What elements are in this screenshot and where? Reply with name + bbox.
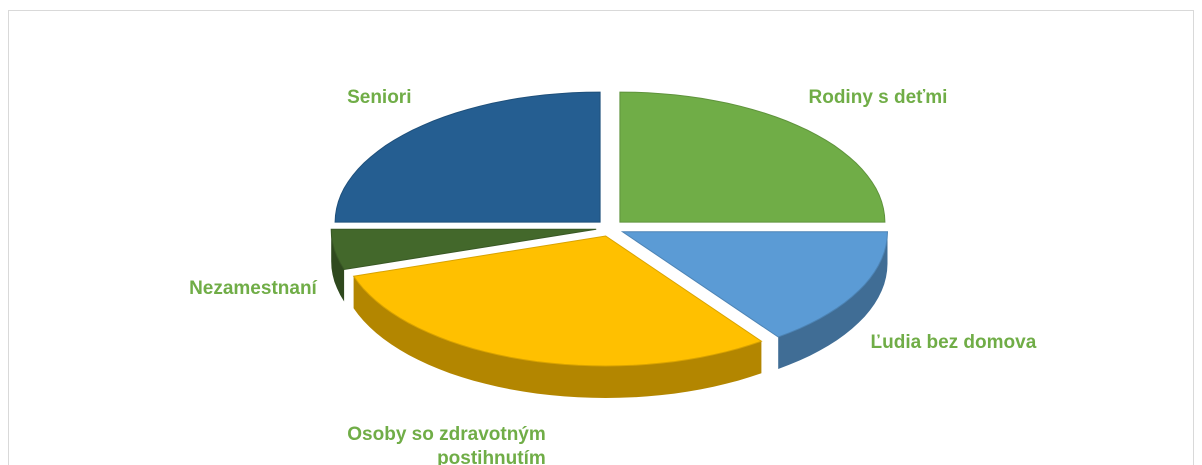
slice-side: [353, 276, 762, 398]
chart-frame: [8, 10, 1194, 465]
slice-label: Osoby so zdravotným postihnutím: [347, 423, 546, 465]
slice-top: [330, 228, 597, 271]
pie-sides: [331, 229, 888, 398]
pie-tops: [330, 91, 889, 367]
slice-top: [352, 235, 763, 367]
slice-label: Nezamestnaní: [189, 277, 317, 299]
slice-label: Rodiny s deťmi: [808, 86, 948, 108]
slice-top: [620, 231, 889, 338]
slice-top: [334, 91, 601, 223]
slice-label: Ľudia bez domova: [870, 332, 1037, 354]
slice-side: [331, 229, 345, 302]
slice-label: Seniori: [347, 86, 412, 108]
slice-top: [619, 91, 886, 223]
slice-side: [778, 231, 888, 369]
